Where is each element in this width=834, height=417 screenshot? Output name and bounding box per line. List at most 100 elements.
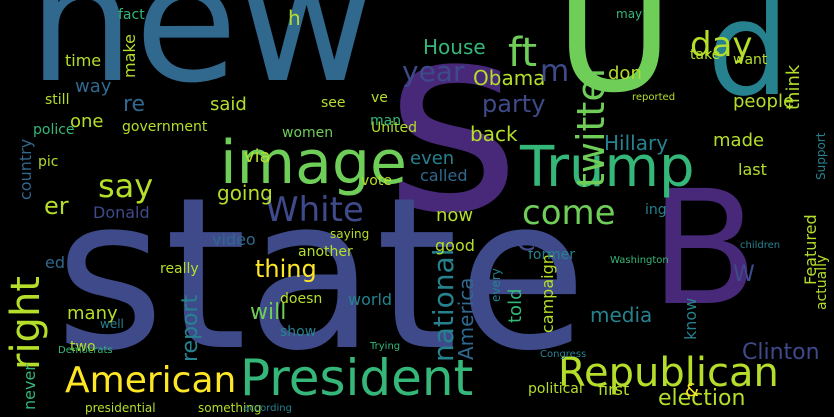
word: America (454, 277, 478, 361)
word: actually (814, 254, 830, 310)
word: d (707, 0, 790, 125)
word: well (100, 317, 124, 331)
word: via (244, 146, 271, 167)
word: year (402, 55, 465, 88)
word: day (690, 25, 753, 65)
word: see (321, 95, 346, 111)
word: twitter (569, 62, 613, 188)
word: don (608, 63, 642, 84)
word: police (33, 122, 75, 138)
word: something (198, 401, 262, 415)
word: vote (361, 173, 392, 189)
word: party (482, 90, 546, 118)
word: fact (118, 7, 145, 23)
word: show (280, 324, 317, 340)
word: ve (371, 90, 388, 106)
word: take (690, 47, 721, 63)
word: media (590, 303, 653, 327)
word: Support (814, 132, 828, 180)
word: government (122, 119, 208, 135)
word: saying (330, 227, 370, 241)
word: Donald (93, 203, 150, 222)
word: ing (645, 202, 667, 218)
word: according (243, 403, 292, 414)
word: & (685, 380, 700, 401)
word: video (212, 230, 256, 249)
word: make (120, 34, 139, 78)
word: still (45, 92, 70, 108)
word: many (67, 303, 118, 324)
word: even (410, 148, 455, 169)
word: thing (255, 255, 317, 283)
word: country (16, 138, 35, 200)
word: campaign (538, 254, 557, 333)
word: report (178, 294, 203, 362)
word: women (282, 125, 334, 141)
word: Trying (370, 341, 401, 352)
word: now (436, 205, 474, 226)
word: Republican (558, 350, 779, 396)
word: ft (508, 30, 538, 76)
word: Congress (540, 349, 587, 360)
word: political (528, 381, 583, 397)
word: presidential (85, 401, 156, 415)
word: former (528, 247, 576, 263)
word: Washington (610, 255, 669, 266)
word: never (20, 364, 39, 410)
word: new (28, 0, 376, 120)
word: may (616, 7, 643, 21)
word: made (713, 130, 765, 151)
word: President (240, 349, 474, 407)
word: ed (45, 253, 65, 272)
word: know (681, 297, 700, 340)
word: re (123, 92, 146, 117)
word: White (265, 190, 364, 230)
word: h (288, 6, 301, 30)
word: image (220, 128, 407, 198)
word: think (783, 64, 804, 110)
word: Democrats (58, 345, 113, 356)
word: come (522, 193, 616, 233)
word: say (98, 167, 154, 205)
word: two (70, 339, 96, 355)
word: first (598, 380, 630, 399)
word: United (371, 120, 417, 136)
word: er (44, 192, 69, 220)
word: back (470, 122, 518, 146)
word: election (658, 386, 746, 411)
word: going (217, 181, 273, 205)
word: man (370, 113, 402, 129)
word: Trump (520, 135, 695, 200)
word: pic (38, 154, 59, 170)
word: will (250, 300, 287, 325)
word: B (650, 157, 759, 341)
word: world (348, 290, 393, 309)
word: C (516, 224, 536, 257)
word: W (733, 262, 755, 287)
word: Obama (473, 66, 546, 90)
word: U (555, 0, 674, 129)
word: time (65, 51, 102, 70)
word: reported (632, 92, 676, 103)
word: people (733, 91, 795, 112)
word: good (435, 236, 475, 255)
word: called (420, 166, 468, 185)
word: American (65, 360, 237, 401)
word: told (505, 288, 526, 324)
word: children (740, 240, 781, 251)
word: House (423, 35, 486, 59)
word: want (733, 52, 768, 68)
word: every (489, 268, 503, 302)
word: way (75, 76, 112, 97)
word: said (210, 94, 247, 115)
word: Hillary (604, 131, 669, 155)
word: state (55, 152, 587, 397)
word: one (70, 111, 104, 132)
word: m (540, 54, 570, 89)
word: Clinton (742, 340, 820, 365)
word: right (3, 276, 49, 370)
word: doesn (280, 291, 323, 307)
word: s (385, 0, 521, 271)
word: last (738, 160, 767, 179)
